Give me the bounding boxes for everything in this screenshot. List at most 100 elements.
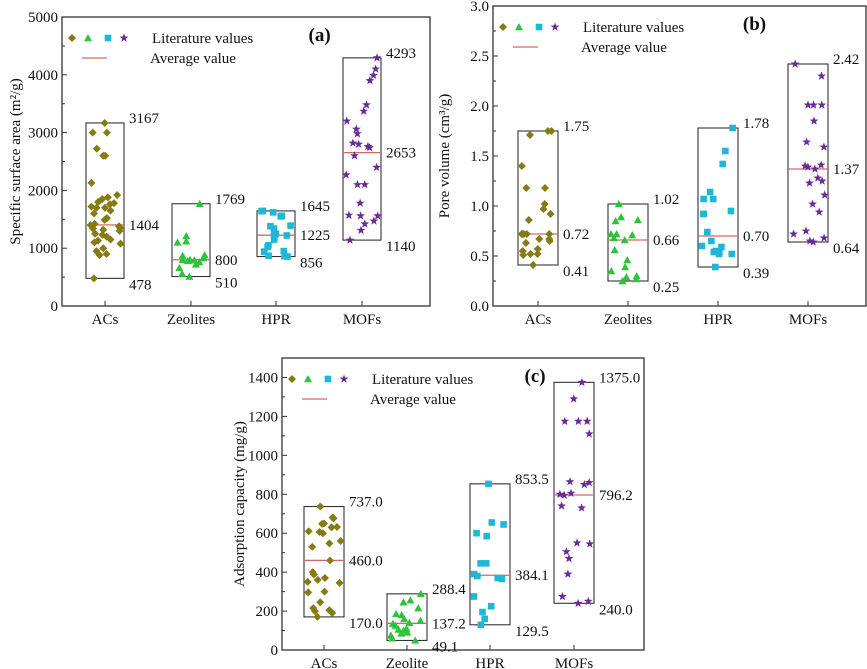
data-point xyxy=(283,232,291,239)
y-tick-label: 1400 xyxy=(248,370,278,386)
y-tick-label: 1.0 xyxy=(470,199,489,215)
data-point xyxy=(195,199,204,207)
min-value-label: 0.64 xyxy=(833,241,860,257)
data-point xyxy=(522,184,531,192)
min-value-label: 170.0 xyxy=(349,616,383,632)
data-point xyxy=(557,501,566,510)
data-point xyxy=(704,228,711,236)
data-point xyxy=(269,209,277,216)
data-point xyxy=(354,139,363,148)
data-point xyxy=(610,246,619,254)
legend-marker-triangle xyxy=(515,23,523,31)
data-point xyxy=(304,527,313,536)
data-point xyxy=(399,598,408,606)
x-tick-label: ACs xyxy=(525,312,552,328)
max-value-label: 1.02 xyxy=(653,192,679,208)
data-point xyxy=(365,143,374,152)
data-point xyxy=(316,502,325,511)
data-point xyxy=(100,118,109,127)
x-tick-label: HPR xyxy=(703,312,732,328)
y-tick-label: 600 xyxy=(256,526,279,542)
data-point xyxy=(529,261,538,269)
data-point xyxy=(327,523,336,532)
x-tick-label: MOFs xyxy=(555,656,594,669)
legend-literature-values: Literature values xyxy=(583,20,684,36)
range-box xyxy=(787,63,829,243)
data-point xyxy=(329,514,338,523)
legend-average-value: Average value xyxy=(581,40,667,56)
data-point xyxy=(517,230,526,238)
data-point xyxy=(485,480,492,488)
data-point xyxy=(178,269,187,277)
range-box xyxy=(386,593,428,641)
data-point xyxy=(178,251,187,259)
legend-marker-triangle xyxy=(304,375,312,383)
data-point xyxy=(100,215,109,224)
data-point xyxy=(802,137,811,146)
data-point xyxy=(708,237,715,245)
data-point xyxy=(277,213,285,220)
data-point xyxy=(95,251,104,260)
data-point xyxy=(350,151,359,160)
data-point xyxy=(583,596,593,606)
min-value-label: 856 xyxy=(300,256,323,272)
data-point xyxy=(362,100,371,109)
data-point xyxy=(90,209,99,218)
y-tick-label: 0 xyxy=(271,643,279,659)
plot-frame xyxy=(281,357,645,651)
data-point xyxy=(106,235,115,244)
y-tick-label: 0.0 xyxy=(470,299,489,315)
avg-value-label: 384.1 xyxy=(515,568,549,584)
data-point xyxy=(808,237,818,246)
data-point xyxy=(284,253,291,260)
y-tick-label: 200 xyxy=(256,604,279,620)
max-value-label: 288.4 xyxy=(432,582,466,598)
data-point xyxy=(582,416,592,425)
data-point xyxy=(372,162,381,171)
data-point xyxy=(709,195,717,203)
data-point xyxy=(318,529,327,538)
data-point xyxy=(607,267,616,275)
data-point xyxy=(817,71,826,80)
data-point xyxy=(577,377,587,387)
data-point xyxy=(573,598,583,607)
data-point xyxy=(547,127,556,135)
data-point xyxy=(698,242,706,250)
data-point xyxy=(533,250,542,258)
y-axis-label: Pore volume (cm³/g) xyxy=(437,94,453,218)
data-point xyxy=(577,503,586,512)
max-value-label: 4293 xyxy=(386,46,416,62)
data-point xyxy=(173,238,182,246)
data-point xyxy=(712,263,719,271)
min-value-label: 240.0 xyxy=(599,602,633,618)
x-tick-label: Zeolites xyxy=(167,312,215,328)
data-point xyxy=(614,200,623,208)
data-point xyxy=(817,100,827,109)
data-point xyxy=(320,573,329,582)
data-point xyxy=(348,138,358,147)
legend-marker-square xyxy=(324,375,332,383)
data-point xyxy=(477,560,484,567)
min-value-label: 478 xyxy=(129,277,152,293)
data-point xyxy=(632,275,641,283)
data-point xyxy=(359,106,369,115)
data-point xyxy=(391,621,400,629)
x-tick-label: MOFs xyxy=(343,312,382,328)
data-point xyxy=(481,615,489,623)
data-point xyxy=(369,70,378,80)
range-box xyxy=(607,203,649,282)
data-point xyxy=(318,519,327,528)
data-point xyxy=(106,206,115,215)
range-box xyxy=(342,57,382,241)
data-point xyxy=(498,575,506,583)
data-point xyxy=(99,225,108,234)
data-point xyxy=(403,628,412,636)
data-point xyxy=(609,234,618,242)
data-point xyxy=(365,76,375,85)
legend-marker-diamond xyxy=(499,23,507,31)
max-value-label: 3167 xyxy=(129,111,160,127)
y-tick-label: 0.5 xyxy=(470,249,489,265)
data-point xyxy=(88,128,97,137)
x-tick-label: Zeolites xyxy=(604,312,652,328)
data-point xyxy=(185,272,194,280)
